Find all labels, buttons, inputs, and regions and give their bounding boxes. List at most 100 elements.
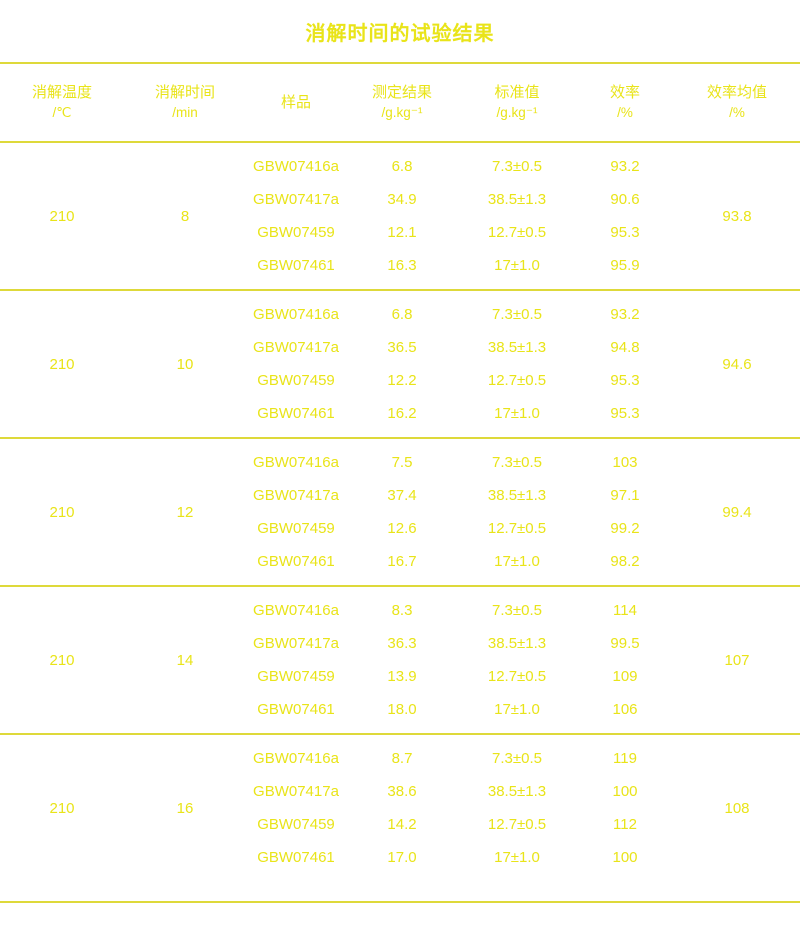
sample-cell: GBW07459: [257, 520, 335, 537]
efficiency-cell: 97.1: [610, 487, 640, 504]
sample-cell: GBW07417a: [253, 191, 339, 208]
efficiency-cell: 100: [612, 849, 638, 866]
standard-cell: 38.5±1.3: [487, 783, 547, 800]
sample-cell: GBW07461: [257, 553, 335, 570]
sample-cell: GBW07416a: [253, 454, 339, 471]
standard-cell: 12.7±0.5: [487, 816, 547, 833]
table-body: 210 8 93.8 GBW07416a 6.8 7.3±0.5 93.2 GBW074…: [0, 143, 800, 903]
measured-cell: 16.3: [387, 257, 417, 274]
header-sample: 样品: [246, 94, 346, 111]
time-cell: 12: [176, 503, 194, 521]
table-group: 210 16 108 GBW07416a 8.7 7.3±0.5 119 GBW0741…: [0, 735, 800, 903]
table-group: 210 10 94.6 GBW07416a 6.8 7.3±0.5 93.2 GBW07…: [0, 291, 800, 439]
standard-cell: 17±1.0: [494, 257, 540, 274]
measured-cell: 38.6: [387, 783, 417, 800]
header-temperature: 消解温度 /℃: [0, 84, 124, 121]
standard-cell: 12.7±0.5: [487, 372, 547, 389]
sample-cell: GBW07461: [257, 849, 335, 866]
header-standard-label: 标准值: [494, 84, 540, 102]
header-time-unit: /min: [172, 105, 198, 121]
sample-cell: GBW07459: [257, 224, 335, 241]
efficiency-cell: 94.8: [610, 339, 640, 356]
standard-cell: 38.5±1.3: [487, 635, 547, 652]
time-cell: 10: [176, 355, 194, 373]
standard-cell: 17±1.0: [494, 849, 540, 866]
efficiency-cell: 95.3: [610, 224, 640, 241]
temperature-cell: 210: [49, 799, 75, 817]
header-measured-label: 测定结果: [371, 84, 432, 102]
measured-cell: 14.2: [387, 816, 417, 833]
header-temperature-unit: /℃: [52, 105, 72, 121]
measured-cell: 7.5: [391, 454, 413, 471]
header-standard: 标准值 /g.kg⁻¹: [458, 84, 576, 121]
measured-cell: 37.4: [387, 487, 417, 504]
time-cell: 16: [176, 799, 194, 817]
header-temperature-label: 消解温度: [31, 84, 92, 102]
efficiency-avg-cell: 99.4: [722, 503, 752, 521]
measured-cell: 17.0: [387, 849, 417, 866]
measured-cell: 36.3: [387, 635, 417, 652]
temperature-cell: 210: [49, 651, 75, 669]
efficiency-cell: 99.5: [610, 635, 640, 652]
time-cell: 14: [176, 651, 194, 669]
efficiency-avg-cell: 108: [724, 799, 750, 817]
standard-cell: 7.3±0.5: [492, 750, 542, 767]
efficiency-cell: 95.9: [610, 257, 640, 274]
efficiency-cell: 93.2: [610, 306, 640, 323]
efficiency-cell: 112: [613, 816, 637, 833]
sample-cell: GBW07416a: [253, 602, 339, 619]
standard-cell: 17±1.0: [494, 701, 540, 718]
measured-cell: 6.8: [391, 306, 413, 323]
header-measured-unit: /g.kg⁻¹: [381, 105, 423, 121]
efficiency-cell: 93.2: [610, 158, 640, 175]
header-efficiency-avg: 效率均值 /%: [674, 84, 800, 121]
measured-cell: 16.7: [387, 553, 417, 570]
measured-cell: 8.3: [391, 602, 413, 619]
measured-cell: 12.2: [387, 372, 417, 389]
header-efficiency-avg-label: 效率均值: [706, 84, 767, 102]
sample-cell: GBW07416a: [253, 306, 339, 323]
sample-cell: GBW07416a: [253, 158, 339, 175]
measured-cell: 12.6: [387, 520, 417, 537]
temperature-cell: 210: [49, 207, 75, 225]
measured-cell: 12.1: [387, 224, 417, 241]
standard-cell: 12.7±0.5: [487, 668, 547, 685]
efficiency-avg-cell: 93.8: [722, 207, 752, 225]
page-title: 消解时间的试验结果: [305, 22, 495, 45]
measured-cell: 6.8: [391, 158, 413, 175]
table-header-row: 消解温度 /℃ 消解时间 /min 样品 测定结果 /g.kg⁻¹ 标准值 /g…: [0, 64, 800, 143]
sample-cell: GBW07459: [257, 816, 335, 833]
standard-cell: 38.5±1.3: [487, 487, 547, 504]
temperature-cell: 210: [49, 355, 75, 373]
header-efficiency-avg-unit: /%: [729, 105, 745, 121]
header-time-label: 消解时间: [154, 84, 215, 102]
table-group: 210 14 107 GBW07416a 8.3 7.3±0.5 114 GBW0741…: [0, 587, 800, 735]
standard-cell: 7.3±0.5: [492, 454, 542, 471]
efficiency-avg-cell: 94.6: [722, 355, 752, 373]
table-group: 210 12 99.4 GBW07416a 7.5 7.3±0.5 103 GBW074…: [0, 439, 800, 587]
standard-cell: 38.5±1.3: [487, 339, 547, 356]
efficiency-cell: 106: [612, 701, 638, 718]
standard-cell: 17±1.0: [494, 553, 540, 570]
header-sample-label: 样品: [280, 93, 311, 111]
standard-cell: 7.3±0.5: [492, 602, 542, 619]
time-cell: 8: [180, 207, 190, 225]
standard-cell: 7.3±0.5: [492, 306, 542, 323]
efficiency-avg-cell: 107: [724, 651, 750, 669]
temperature-cell: 210: [49, 503, 75, 521]
sample-cell: GBW07461: [257, 405, 335, 422]
measured-cell: 36.5: [387, 339, 417, 356]
sample-cell: GBW07416a: [253, 750, 339, 767]
efficiency-cell: 103: [612, 454, 638, 471]
efficiency-cell: 95.3: [610, 405, 640, 422]
sample-cell: GBW07417a: [253, 487, 339, 504]
efficiency-cell: 95.3: [610, 372, 640, 389]
sample-cell: GBW07459: [257, 668, 335, 685]
standard-cell: 17±1.0: [494, 405, 540, 422]
efficiency-cell: 99.2: [610, 520, 640, 537]
header-measured: 测定结果 /g.kg⁻¹: [346, 84, 458, 121]
sample-cell: GBW07461: [257, 701, 335, 718]
standard-cell: 12.7±0.5: [487, 520, 547, 537]
standard-cell: 12.7±0.5: [487, 224, 547, 241]
